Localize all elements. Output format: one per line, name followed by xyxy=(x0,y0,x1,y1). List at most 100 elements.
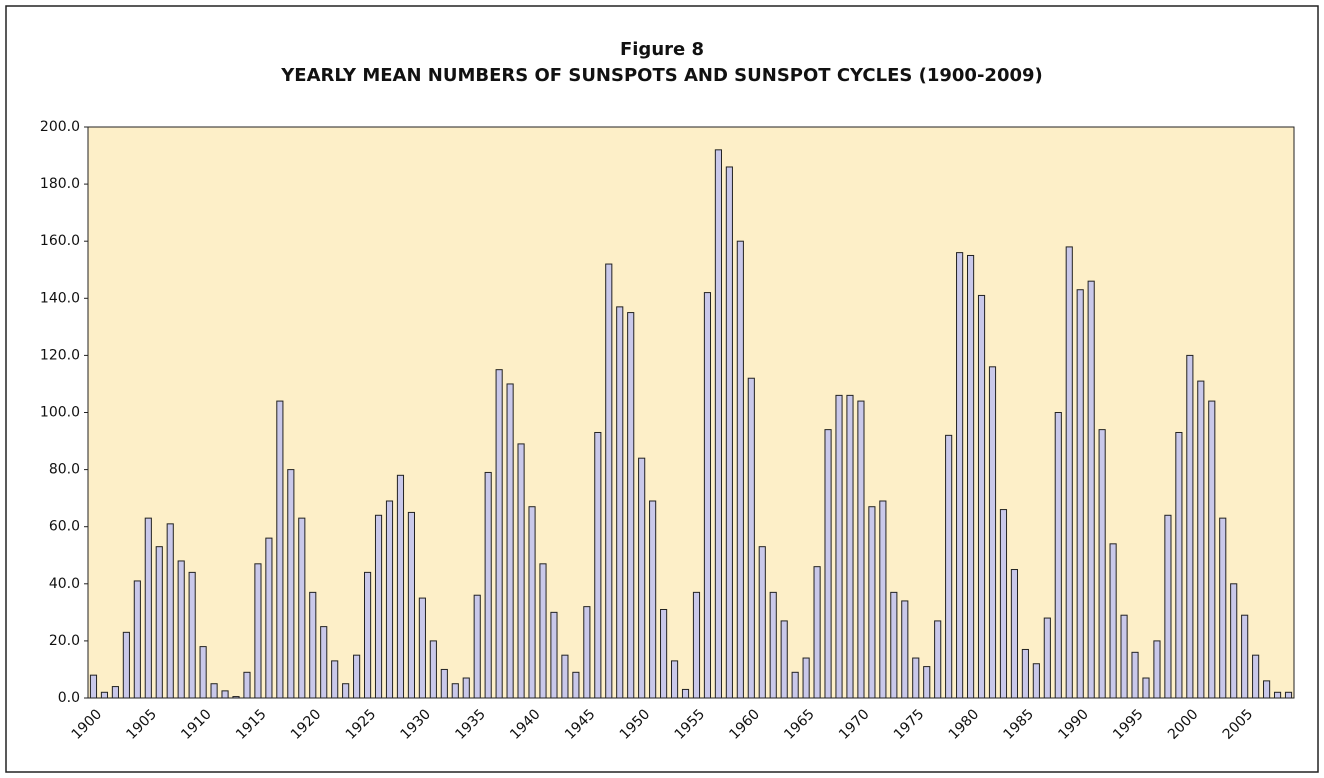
bar xyxy=(868,506,876,699)
bar xyxy=(1208,400,1216,699)
bar xyxy=(660,608,668,699)
bar xyxy=(177,560,185,699)
bar xyxy=(901,600,909,699)
bar xyxy=(89,674,98,699)
bar xyxy=(265,537,273,699)
bar xyxy=(550,611,558,699)
bar xyxy=(747,377,755,699)
bar xyxy=(1010,569,1018,699)
bar xyxy=(857,400,865,699)
bar xyxy=(1120,614,1128,699)
bar xyxy=(528,506,536,699)
bar xyxy=(484,471,492,699)
bar xyxy=(1109,543,1117,699)
bar xyxy=(342,683,350,699)
bar xyxy=(1087,280,1095,699)
bar xyxy=(374,514,383,699)
bar xyxy=(1142,677,1150,699)
bar xyxy=(407,511,415,699)
bar xyxy=(243,671,251,699)
y-tick-label: 20.0 xyxy=(49,633,80,649)
bar xyxy=(331,660,339,699)
bar xyxy=(1273,691,1282,699)
bar xyxy=(462,677,470,699)
y-tick-label: 100.0 xyxy=(40,405,80,421)
bar xyxy=(122,631,130,699)
bar xyxy=(133,580,141,699)
bar xyxy=(703,292,712,699)
bar xyxy=(638,457,646,699)
bar xyxy=(758,546,766,699)
bar xyxy=(199,646,207,699)
bar xyxy=(1284,691,1293,699)
bar xyxy=(999,509,1008,699)
bar xyxy=(1153,640,1161,699)
y-tick-label: 120.0 xyxy=(40,347,80,363)
bar xyxy=(956,252,964,699)
bar xyxy=(221,690,229,699)
bar xyxy=(692,591,701,699)
bar xyxy=(364,571,372,699)
y-tick-label: 140.0 xyxy=(40,290,80,306)
bar xyxy=(473,594,481,699)
bar xyxy=(572,671,580,699)
bar xyxy=(813,566,821,699)
bar xyxy=(429,640,437,699)
bar xyxy=(1043,617,1051,699)
bar xyxy=(1131,651,1139,699)
bar xyxy=(1219,517,1227,699)
bar xyxy=(506,383,514,699)
bar xyxy=(539,563,547,699)
bar xyxy=(583,606,591,699)
bar xyxy=(440,668,448,699)
bar xyxy=(824,429,832,699)
bar xyxy=(1065,246,1073,699)
y-tick-label: 60.0 xyxy=(49,519,80,535)
bar xyxy=(144,517,152,699)
bar xyxy=(1076,289,1084,699)
chart-title: Figure 8 xyxy=(620,39,704,60)
bar xyxy=(561,654,569,699)
bar xyxy=(725,166,733,699)
bar xyxy=(791,671,799,699)
bar xyxy=(923,666,931,699)
bar xyxy=(320,626,328,699)
y-tick-label: 0.0 xyxy=(58,690,80,706)
bar xyxy=(605,263,613,699)
bar xyxy=(1197,380,1205,699)
bar xyxy=(451,683,459,699)
bar xyxy=(988,366,997,699)
bar xyxy=(418,597,426,699)
bar xyxy=(210,683,218,699)
bar xyxy=(879,500,887,699)
bar xyxy=(1241,614,1249,699)
bar xyxy=(802,657,810,699)
bar xyxy=(780,620,788,699)
bar xyxy=(385,500,394,699)
bar xyxy=(517,443,525,699)
bar xyxy=(769,591,777,699)
bar xyxy=(627,312,635,699)
bar xyxy=(495,369,503,699)
bar xyxy=(912,657,920,699)
bar xyxy=(287,469,295,699)
bar xyxy=(1032,663,1040,699)
bar xyxy=(1175,431,1183,699)
bar xyxy=(594,431,602,699)
y-tick-label: 40.0 xyxy=(49,576,80,592)
bar xyxy=(1098,429,1106,699)
bar xyxy=(967,254,975,699)
bar xyxy=(736,240,744,699)
bar xyxy=(616,306,624,699)
bar xyxy=(846,394,854,699)
bar xyxy=(1164,514,1172,699)
bar xyxy=(254,563,262,699)
bar xyxy=(934,620,942,699)
bar xyxy=(111,686,119,699)
bar xyxy=(714,149,722,699)
bar xyxy=(100,691,109,699)
y-tick-label: 180.0 xyxy=(40,176,80,192)
bar xyxy=(1252,654,1260,699)
bar xyxy=(945,434,953,699)
y-tick-label: 200.0 xyxy=(40,119,80,135)
